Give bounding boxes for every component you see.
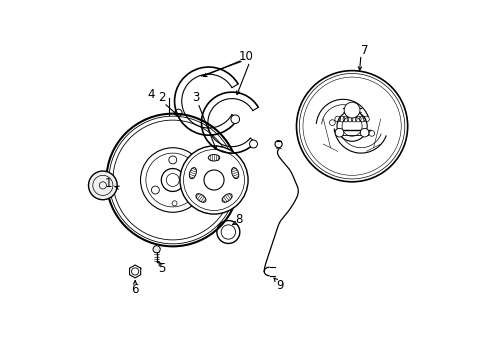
Text: 3: 3: [192, 91, 200, 104]
Text: 10: 10: [238, 50, 253, 63]
Circle shape: [230, 115, 239, 123]
Circle shape: [153, 246, 160, 253]
Text: 1: 1: [104, 177, 112, 190]
Text: 9: 9: [276, 279, 284, 292]
Circle shape: [249, 140, 257, 148]
Circle shape: [344, 102, 359, 118]
Text: 6: 6: [131, 283, 139, 296]
Circle shape: [180, 146, 247, 214]
Text: 5: 5: [158, 262, 165, 275]
Text: 4: 4: [147, 88, 155, 101]
Text: 7: 7: [360, 44, 367, 57]
Circle shape: [360, 129, 368, 137]
Circle shape: [335, 129, 343, 137]
Circle shape: [274, 140, 282, 148]
Text: 2: 2: [158, 91, 165, 104]
Circle shape: [88, 171, 117, 200]
Text: 8: 8: [235, 213, 243, 226]
